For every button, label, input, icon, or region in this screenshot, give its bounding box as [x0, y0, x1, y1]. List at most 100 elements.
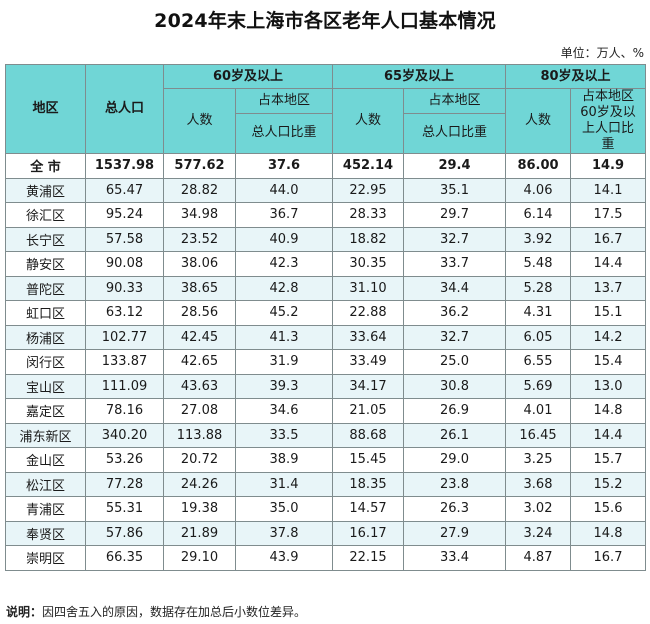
cell-p80: 86.00 [505, 153, 571, 179]
cell-region: 金山区 [5, 447, 86, 473]
cell-p80: 16.45 [505, 422, 571, 448]
cell-region: 普陀区 [5, 275, 86, 301]
cell-p65: 33.64 [332, 324, 404, 350]
cell-p65-share: 32.7 [403, 226, 506, 252]
cell-region: 黄浦区 [5, 177, 86, 203]
cell-p80-share: 16.7 [570, 545, 646, 571]
cell-total: 57.86 [85, 520, 164, 546]
table-row: 奉贤区 57.86 21.89 37.8 16.17 27.9 3.24 14.8 [5, 520, 646, 546]
table-row: 徐汇区 95.24 34.98 36.7 28.33 29.7 6.14 17.5 [5, 202, 646, 228]
table-row: 杨浦区 102.77 42.45 41.3 33.64 32.7 6.05 14.2 [5, 324, 646, 350]
cell-p60: 38.65 [163, 275, 236, 301]
cell-p65-share: 29.0 [403, 447, 506, 473]
cell-p80-share: 13.7 [570, 275, 646, 301]
cell-p80: 4.06 [505, 177, 571, 203]
cell-total: 95.24 [85, 202, 164, 228]
cell-p80: 6.55 [505, 349, 571, 375]
header-65-count: 人数 [332, 88, 404, 154]
cell-p60: 113.88 [163, 422, 236, 448]
cell-p60: 577.62 [163, 153, 236, 179]
cell-p80-share: 14.2 [570, 324, 646, 350]
cell-total: 78.16 [85, 398, 164, 424]
cell-p60: 38.06 [163, 251, 236, 277]
cell-p65-share: 30.8 [403, 373, 506, 399]
header-60-count: 人数 [163, 88, 236, 154]
cell-p80-share: 15.4 [570, 349, 646, 375]
cell-p80: 3.68 [505, 471, 571, 497]
cell-p80: 3.25 [505, 447, 571, 473]
header-group-80: 80岁及以上 [505, 64, 646, 89]
cell-p65: 30.35 [332, 251, 404, 277]
cell-p65-share: 26.3 [403, 496, 506, 522]
cell-p65: 14.57 [332, 496, 404, 522]
cell-p80-share: 15.6 [570, 496, 646, 522]
cell-p65-share: 33.7 [403, 251, 506, 277]
cell-total: 340.20 [85, 422, 164, 448]
cell-p60: 24.26 [163, 471, 236, 497]
cell-p60-share: 35.0 [235, 496, 333, 522]
cell-region: 青浦区 [5, 496, 86, 522]
cell-p60-share: 39.3 [235, 373, 333, 399]
cell-p60: 27.08 [163, 398, 236, 424]
table-row: 普陀区 90.33 38.65 42.8 31.10 34.4 5.28 13.7 [5, 275, 646, 301]
cell-total: 133.87 [85, 349, 164, 375]
table-row: 宝山区 111.09 43.63 39.3 34.17 30.8 5.69 13.0 [5, 373, 646, 399]
cell-p80-share: 14.4 [570, 251, 646, 277]
cell-p60-share: 31.4 [235, 471, 333, 497]
header-60-share-line2: 总人口比重 [235, 112, 333, 155]
table-row: 闵行区 133.87 42.65 31.9 33.49 25.0 6.55 15.4 [5, 349, 646, 375]
cell-p60: 43.63 [163, 373, 236, 399]
cell-total: 66.35 [85, 545, 164, 571]
cell-p65-share: 27.9 [403, 520, 506, 546]
cell-p80-share: 14.1 [570, 177, 646, 203]
cell-p60-share: 43.9 [235, 545, 333, 571]
cell-region: 静安区 [5, 251, 86, 277]
cell-p60-share: 38.9 [235, 447, 333, 473]
cell-p65: 34.17 [332, 373, 404, 399]
table-row-total: 全 市 1537.98 577.62 37.6 452.14 29.4 86.0… [5, 153, 646, 179]
cell-p80: 4.01 [505, 398, 571, 424]
header-80-share: 占本地区60岁及以上人口比重 [570, 88, 646, 154]
table-row: 虹口区 63.12 28.56 45.2 22.88 36.2 4.31 15.1 [5, 300, 646, 326]
cell-total: 55.31 [85, 496, 164, 522]
cell-region: 嘉定区 [5, 398, 86, 424]
cell-region: 杨浦区 [5, 324, 86, 350]
cell-total: 111.09 [85, 373, 164, 399]
cell-p65: 18.82 [332, 226, 404, 252]
cell-p65: 28.33 [332, 202, 404, 228]
table-row: 嘉定区 78.16 27.08 34.6 21.05 26.9 4.01 14.8 [5, 398, 646, 424]
unit-label: 单位：万人、% [560, 46, 644, 60]
table-row: 金山区 53.26 20.72 38.9 15.45 29.0 3.25 15.7 [5, 447, 646, 473]
cell-p80-share: 14.4 [570, 422, 646, 448]
header-80-count: 人数 [505, 88, 571, 154]
header-65-share-line2: 总人口比重 [403, 112, 506, 155]
cell-p65: 18.35 [332, 471, 404, 497]
cell-p60: 34.98 [163, 202, 236, 228]
header-group-60: 60岁及以上 [163, 64, 333, 89]
table-row: 静安区 90.08 38.06 42.3 30.35 33.7 5.48 14.4 [5, 251, 646, 277]
cell-p65-share: 33.4 [403, 545, 506, 571]
cell-p80-share: 14.8 [570, 520, 646, 546]
header-total-population: 总人口 [85, 64, 164, 154]
cell-p60: 28.82 [163, 177, 236, 203]
table-row: 松江区 77.28 24.26 31.4 18.35 23.8 3.68 15.2 [5, 471, 646, 497]
cell-p80: 3.92 [505, 226, 571, 252]
cell-p80-share: 14.9 [570, 153, 646, 179]
header-region: 地区 [5, 64, 86, 154]
cell-region: 松江区 [5, 471, 86, 497]
page-title: 2024年末上海市各区老年人口基本情况 [154, 10, 496, 32]
cell-p80-share: 13.0 [570, 373, 646, 399]
cell-p60-share: 34.6 [235, 398, 333, 424]
cell-region: 奉贤区 [5, 520, 86, 546]
cell-region: 崇明区 [5, 545, 86, 571]
cell-total: 63.12 [85, 300, 164, 326]
elderly-population-table: 地区 总人口 60岁及以上 65岁及以上 80岁及以上 人数 占本地区 人数 占… [5, 64, 646, 571]
cell-p60-share: 44.0 [235, 177, 333, 203]
cell-p80: 5.69 [505, 373, 571, 399]
cell-p80: 6.05 [505, 324, 571, 350]
cell-region: 长宁区 [5, 226, 86, 252]
cell-p60-share: 37.8 [235, 520, 333, 546]
cell-p60: 29.10 [163, 545, 236, 571]
cell-p65-share: 23.8 [403, 471, 506, 497]
cell-p60: 28.56 [163, 300, 236, 326]
